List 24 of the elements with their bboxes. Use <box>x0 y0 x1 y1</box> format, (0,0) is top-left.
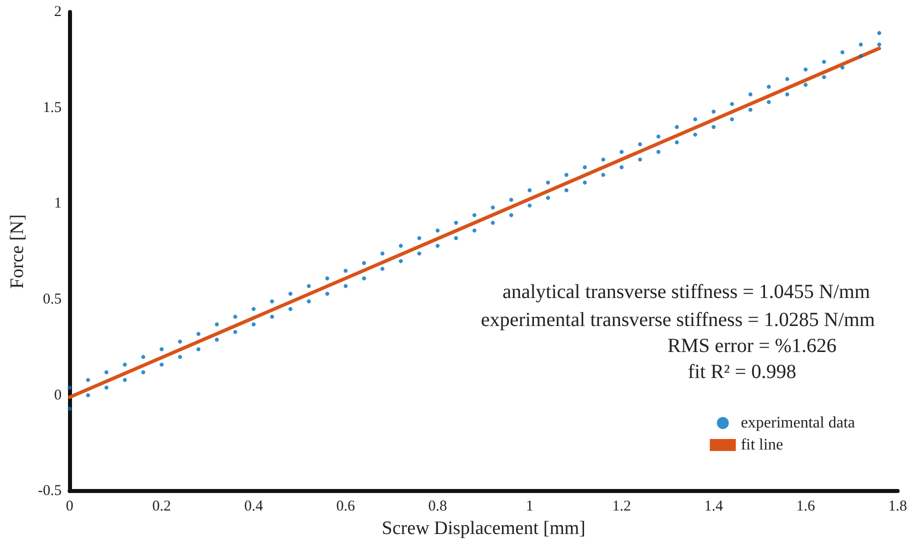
y-tick-label: 0.5 <box>42 291 62 308</box>
x-axis-title: Screw Displacement [mm] <box>382 518 586 539</box>
x-tick-label: 0 <box>66 498 74 515</box>
annotation: RMS error = %1.626 <box>667 335 837 357</box>
x-tick-label: 0.6 <box>336 498 356 515</box>
legend-label: fit line <box>740 436 784 454</box>
y-tick-label: -0.5 <box>38 483 62 500</box>
x-tick-label: 1 <box>526 498 534 515</box>
x-tick-label: 0.8 <box>428 498 448 515</box>
y-tick-label: 0 <box>54 387 62 404</box>
x-tick-label: 1.8 <box>888 498 907 515</box>
y-tick-label: 1 <box>54 196 62 212</box>
y-axis-title: Force [N] <box>7 214 28 289</box>
x-tick-label: 0.2 <box>152 498 172 515</box>
x-tick-label: 0.4 <box>244 498 264 515</box>
x-tick-label: 1.2 <box>612 498 632 515</box>
x-tick-label: 1.4 <box>704 498 724 515</box>
annotation: analytical transverse stiffness = 1.0455 N/mm <box>502 281 870 303</box>
x-tick-label: 1.6 <box>796 498 816 515</box>
y-tick-label: 1.5 <box>42 100 62 116</box>
legend-label: experimental data <box>740 414 856 432</box>
y-tick-label: 2 <box>54 4 62 20</box>
annotation: experimental transverse stiffness = 1.0285 N/mm <box>480 309 876 331</box>
annotation: fit R² = 0.998 <box>688 361 796 383</box>
